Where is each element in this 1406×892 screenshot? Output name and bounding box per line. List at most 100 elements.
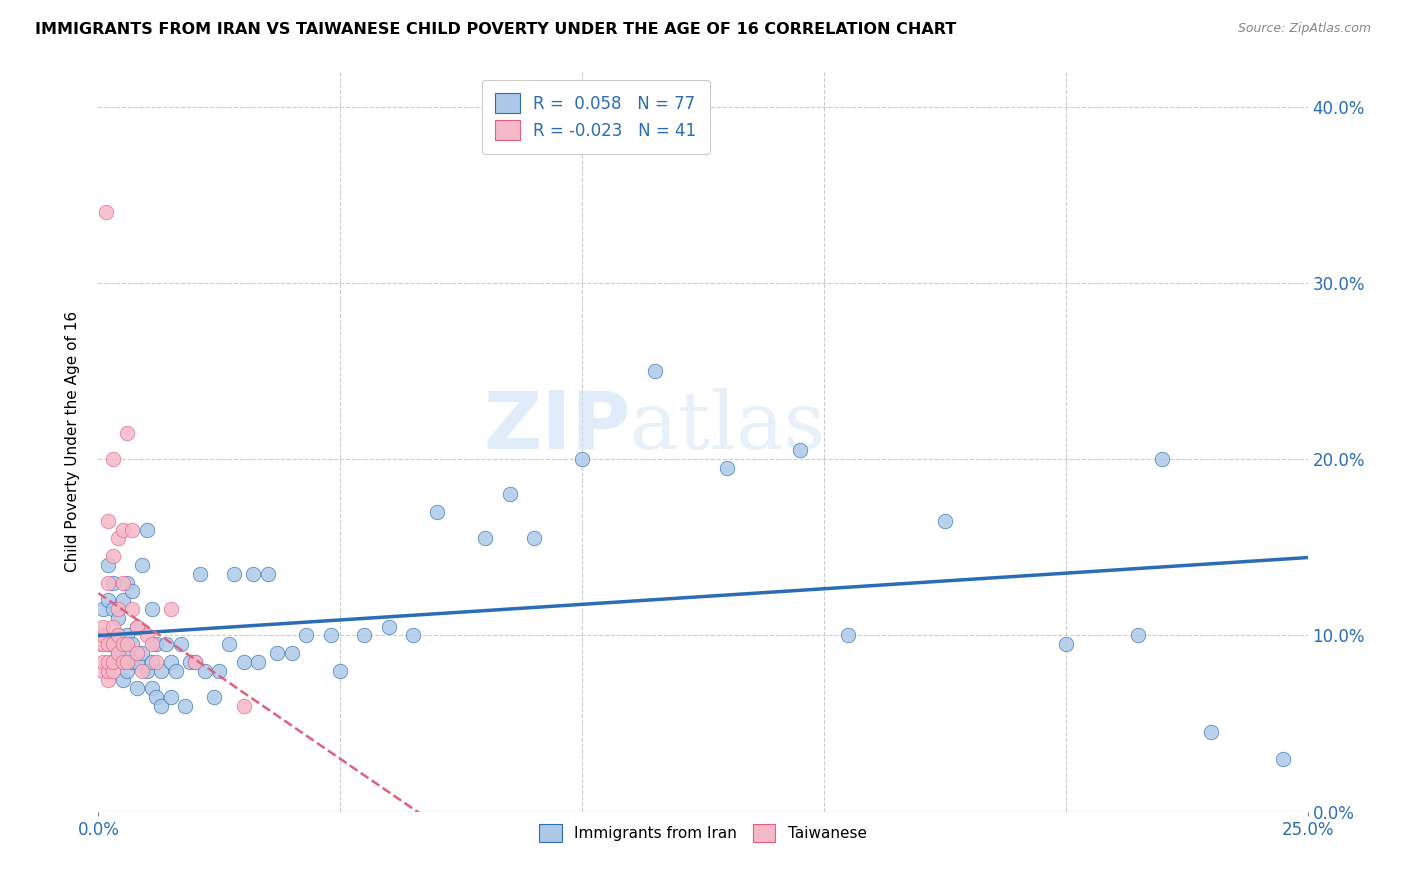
- Point: [97, 575, 120, 590]
- Point: [1128, 628, 1150, 642]
- Y-axis label: Child Poverty Under the Age of 16: Child Poverty Under the Age of 16: [65, 311, 80, 572]
- Point: [222, 566, 245, 581]
- Point: [107, 602, 129, 616]
- Point: [121, 637, 143, 651]
- Point: [107, 611, 129, 625]
- Point: [934, 514, 956, 528]
- Point: [121, 655, 143, 669]
- Point: [111, 637, 134, 651]
- Point: [101, 664, 124, 678]
- Point: [94, 205, 117, 219]
- Point: [194, 664, 217, 678]
- Point: [131, 664, 153, 678]
- Point: [101, 637, 124, 651]
- Point: [426, 505, 449, 519]
- Point: [97, 655, 120, 669]
- Point: [256, 566, 278, 581]
- Point: [135, 664, 157, 678]
- Point: [101, 549, 124, 563]
- Point: [111, 575, 134, 590]
- Point: [127, 619, 149, 633]
- Point: [232, 655, 254, 669]
- Point: [295, 628, 318, 642]
- Text: ZIP: ZIP: [484, 388, 630, 466]
- Point: [131, 558, 153, 572]
- Point: [101, 655, 124, 669]
- Point: [1199, 725, 1222, 739]
- Point: [91, 628, 114, 642]
- Point: [232, 698, 254, 713]
- Point: [498, 487, 520, 501]
- Point: [571, 452, 593, 467]
- Point: [377, 619, 399, 633]
- Point: [160, 602, 183, 616]
- Point: [789, 443, 811, 458]
- Point: [141, 602, 163, 616]
- Point: [266, 646, 288, 660]
- Point: [135, 628, 157, 642]
- Point: [353, 628, 375, 642]
- Point: [247, 655, 270, 669]
- Point: [97, 593, 120, 607]
- Point: [145, 690, 167, 705]
- Point: [1054, 637, 1077, 651]
- Point: [150, 664, 173, 678]
- Point: [107, 628, 129, 642]
- Point: [1152, 452, 1174, 467]
- Point: [523, 532, 546, 546]
- Point: [184, 655, 207, 669]
- Point: [101, 575, 124, 590]
- Point: [101, 602, 124, 616]
- Point: [117, 575, 139, 590]
- Text: IMMIGRANTS FROM IRAN VS TAIWANESE CHILD POVERTY UNDER THE AGE OF 16 CORRELATION : IMMIGRANTS FROM IRAN VS TAIWANESE CHILD …: [35, 22, 956, 37]
- Point: [204, 690, 226, 705]
- Point: [174, 698, 197, 713]
- Point: [281, 646, 304, 660]
- Point: [242, 566, 264, 581]
- Point: [91, 619, 114, 633]
- Point: [97, 637, 120, 651]
- Point: [644, 364, 666, 378]
- Point: [107, 646, 129, 660]
- Point: [117, 637, 139, 651]
- Point: [716, 461, 738, 475]
- Point: [179, 655, 201, 669]
- Point: [145, 655, 167, 669]
- Point: [402, 628, 425, 642]
- Point: [97, 558, 120, 572]
- Point: [117, 425, 139, 440]
- Point: [188, 566, 211, 581]
- Point: [127, 681, 149, 696]
- Point: [184, 655, 207, 669]
- Legend: Immigrants from Iran, Taiwanese: Immigrants from Iran, Taiwanese: [533, 818, 873, 848]
- Point: [169, 637, 191, 651]
- Point: [165, 664, 187, 678]
- Point: [1272, 752, 1295, 766]
- Point: [160, 690, 183, 705]
- Point: [97, 514, 120, 528]
- Text: atlas: atlas: [630, 388, 825, 466]
- Point: [155, 637, 177, 651]
- Point: [131, 646, 153, 660]
- Point: [127, 646, 149, 660]
- Point: [150, 698, 173, 713]
- Point: [91, 655, 114, 669]
- Point: [474, 532, 496, 546]
- Point: [97, 637, 120, 651]
- Point: [101, 655, 124, 669]
- Point: [91, 602, 114, 616]
- Point: [117, 655, 139, 669]
- Point: [111, 637, 134, 651]
- Point: [329, 664, 352, 678]
- Point: [121, 584, 143, 599]
- Point: [121, 523, 143, 537]
- Point: [91, 637, 114, 651]
- Point: [107, 646, 129, 660]
- Point: [135, 523, 157, 537]
- Point: [111, 655, 134, 669]
- Text: Source: ZipAtlas.com: Source: ZipAtlas.com: [1237, 22, 1371, 36]
- Point: [127, 619, 149, 633]
- Point: [97, 664, 120, 678]
- Point: [111, 593, 134, 607]
- Point: [91, 628, 114, 642]
